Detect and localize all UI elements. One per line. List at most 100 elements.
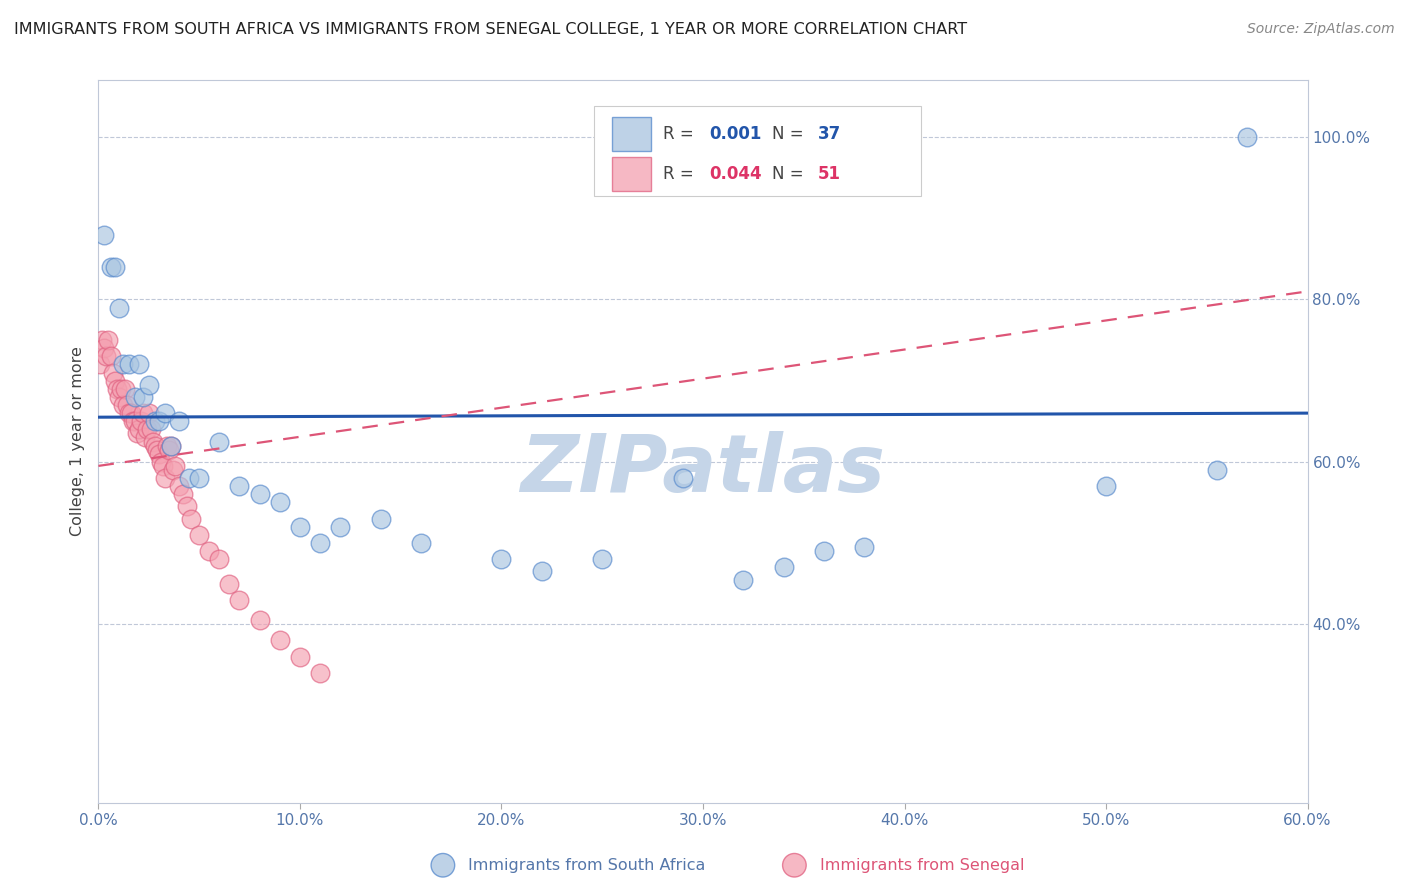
Point: [100, 260, 122, 274]
Point: [132, 390, 155, 404]
Point: [105, 382, 128, 396]
FancyBboxPatch shape: [613, 157, 651, 191]
Point: [176, 500, 198, 514]
Text: R =: R =: [664, 125, 699, 143]
Point: [103, 260, 125, 274]
Point: [208, 434, 231, 449]
Text: Source: ZipAtlas.com: Source: ZipAtlas.com: [1247, 22, 1395, 37]
Point: [188, 471, 211, 485]
Point: [772, 560, 794, 574]
Point: [249, 487, 271, 501]
Point: [148, 447, 170, 461]
Point: [1095, 479, 1118, 493]
Point: [156, 439, 179, 453]
Text: Immigrants from Senegal: Immigrants from Senegal: [820, 858, 1024, 872]
Point: [125, 426, 148, 441]
Point: [96, 349, 118, 363]
Point: [672, 471, 695, 485]
Point: [591, 552, 613, 566]
Point: [120, 406, 142, 420]
Point: [111, 358, 134, 372]
Point: [167, 479, 190, 493]
Point: [100, 349, 122, 363]
Point: [1206, 463, 1229, 477]
Point: [309, 536, 332, 550]
Point: [249, 613, 271, 627]
Point: [491, 552, 513, 566]
Point: [124, 390, 146, 404]
Point: [103, 374, 125, 388]
Point: [132, 406, 155, 420]
Point: [208, 552, 231, 566]
Point: [152, 458, 174, 473]
Point: [146, 442, 169, 457]
Point: [118, 358, 141, 372]
Point: [153, 406, 176, 420]
Point: [179, 471, 201, 485]
Point: [128, 422, 150, 436]
Point: [157, 442, 180, 457]
Point: [853, 540, 876, 554]
Point: [530, 565, 553, 579]
Point: [107, 390, 129, 404]
Point: [89, 358, 111, 372]
Text: R =: R =: [664, 165, 699, 183]
Point: [114, 382, 136, 396]
Text: N =: N =: [772, 165, 808, 183]
Point: [97, 333, 120, 347]
Point: [124, 414, 146, 428]
Point: [269, 495, 291, 509]
Point: [198, 544, 221, 558]
Point: [228, 479, 250, 493]
Y-axis label: College, 1 year or more: College, 1 year or more: [69, 347, 84, 536]
Point: [128, 358, 150, 372]
Point: [135, 422, 157, 436]
Point: [101, 366, 124, 380]
Point: [329, 520, 352, 534]
FancyBboxPatch shape: [613, 117, 651, 152]
Text: N =: N =: [772, 125, 808, 143]
Point: [107, 301, 129, 315]
Point: [269, 633, 291, 648]
Point: [93, 227, 115, 242]
Point: [409, 536, 432, 550]
Point: [309, 665, 332, 680]
Point: [153, 471, 176, 485]
Point: [118, 406, 141, 420]
Point: [160, 439, 183, 453]
Text: 37: 37: [818, 125, 841, 143]
Point: [149, 455, 172, 469]
Point: [180, 511, 202, 525]
Point: [813, 544, 835, 558]
Point: [143, 439, 166, 453]
Point: [115, 398, 138, 412]
Point: [288, 520, 311, 534]
Text: Immigrants from South Africa: Immigrants from South Africa: [468, 858, 706, 872]
Point: [733, 573, 755, 587]
Text: 0.044: 0.044: [709, 165, 762, 183]
Point: [139, 422, 162, 436]
Text: IMMIGRANTS FROM SOUTH AFRICA VS IMMIGRANTS FROM SENEGAL COLLEGE, 1 YEAR OR MORE : IMMIGRANTS FROM SOUTH AFRICA VS IMMIGRAN…: [14, 22, 967, 37]
Point: [218, 576, 240, 591]
Point: [167, 414, 190, 428]
Point: [129, 414, 152, 428]
Point: [143, 414, 166, 428]
Point: [111, 398, 134, 412]
Point: [138, 377, 160, 392]
Point: [1236, 130, 1258, 145]
Point: [160, 439, 183, 453]
Point: [110, 382, 132, 396]
FancyBboxPatch shape: [595, 105, 921, 196]
Point: [188, 528, 211, 542]
Point: [163, 458, 186, 473]
Point: [228, 592, 250, 607]
Point: [162, 463, 184, 477]
Text: 0.001: 0.001: [709, 125, 762, 143]
Point: [142, 434, 165, 449]
Text: ZIPatlas: ZIPatlas: [520, 432, 886, 509]
Point: [134, 430, 156, 444]
Point: [138, 406, 160, 420]
Point: [370, 511, 392, 525]
Text: 51: 51: [818, 165, 841, 183]
Point: [288, 649, 311, 664]
